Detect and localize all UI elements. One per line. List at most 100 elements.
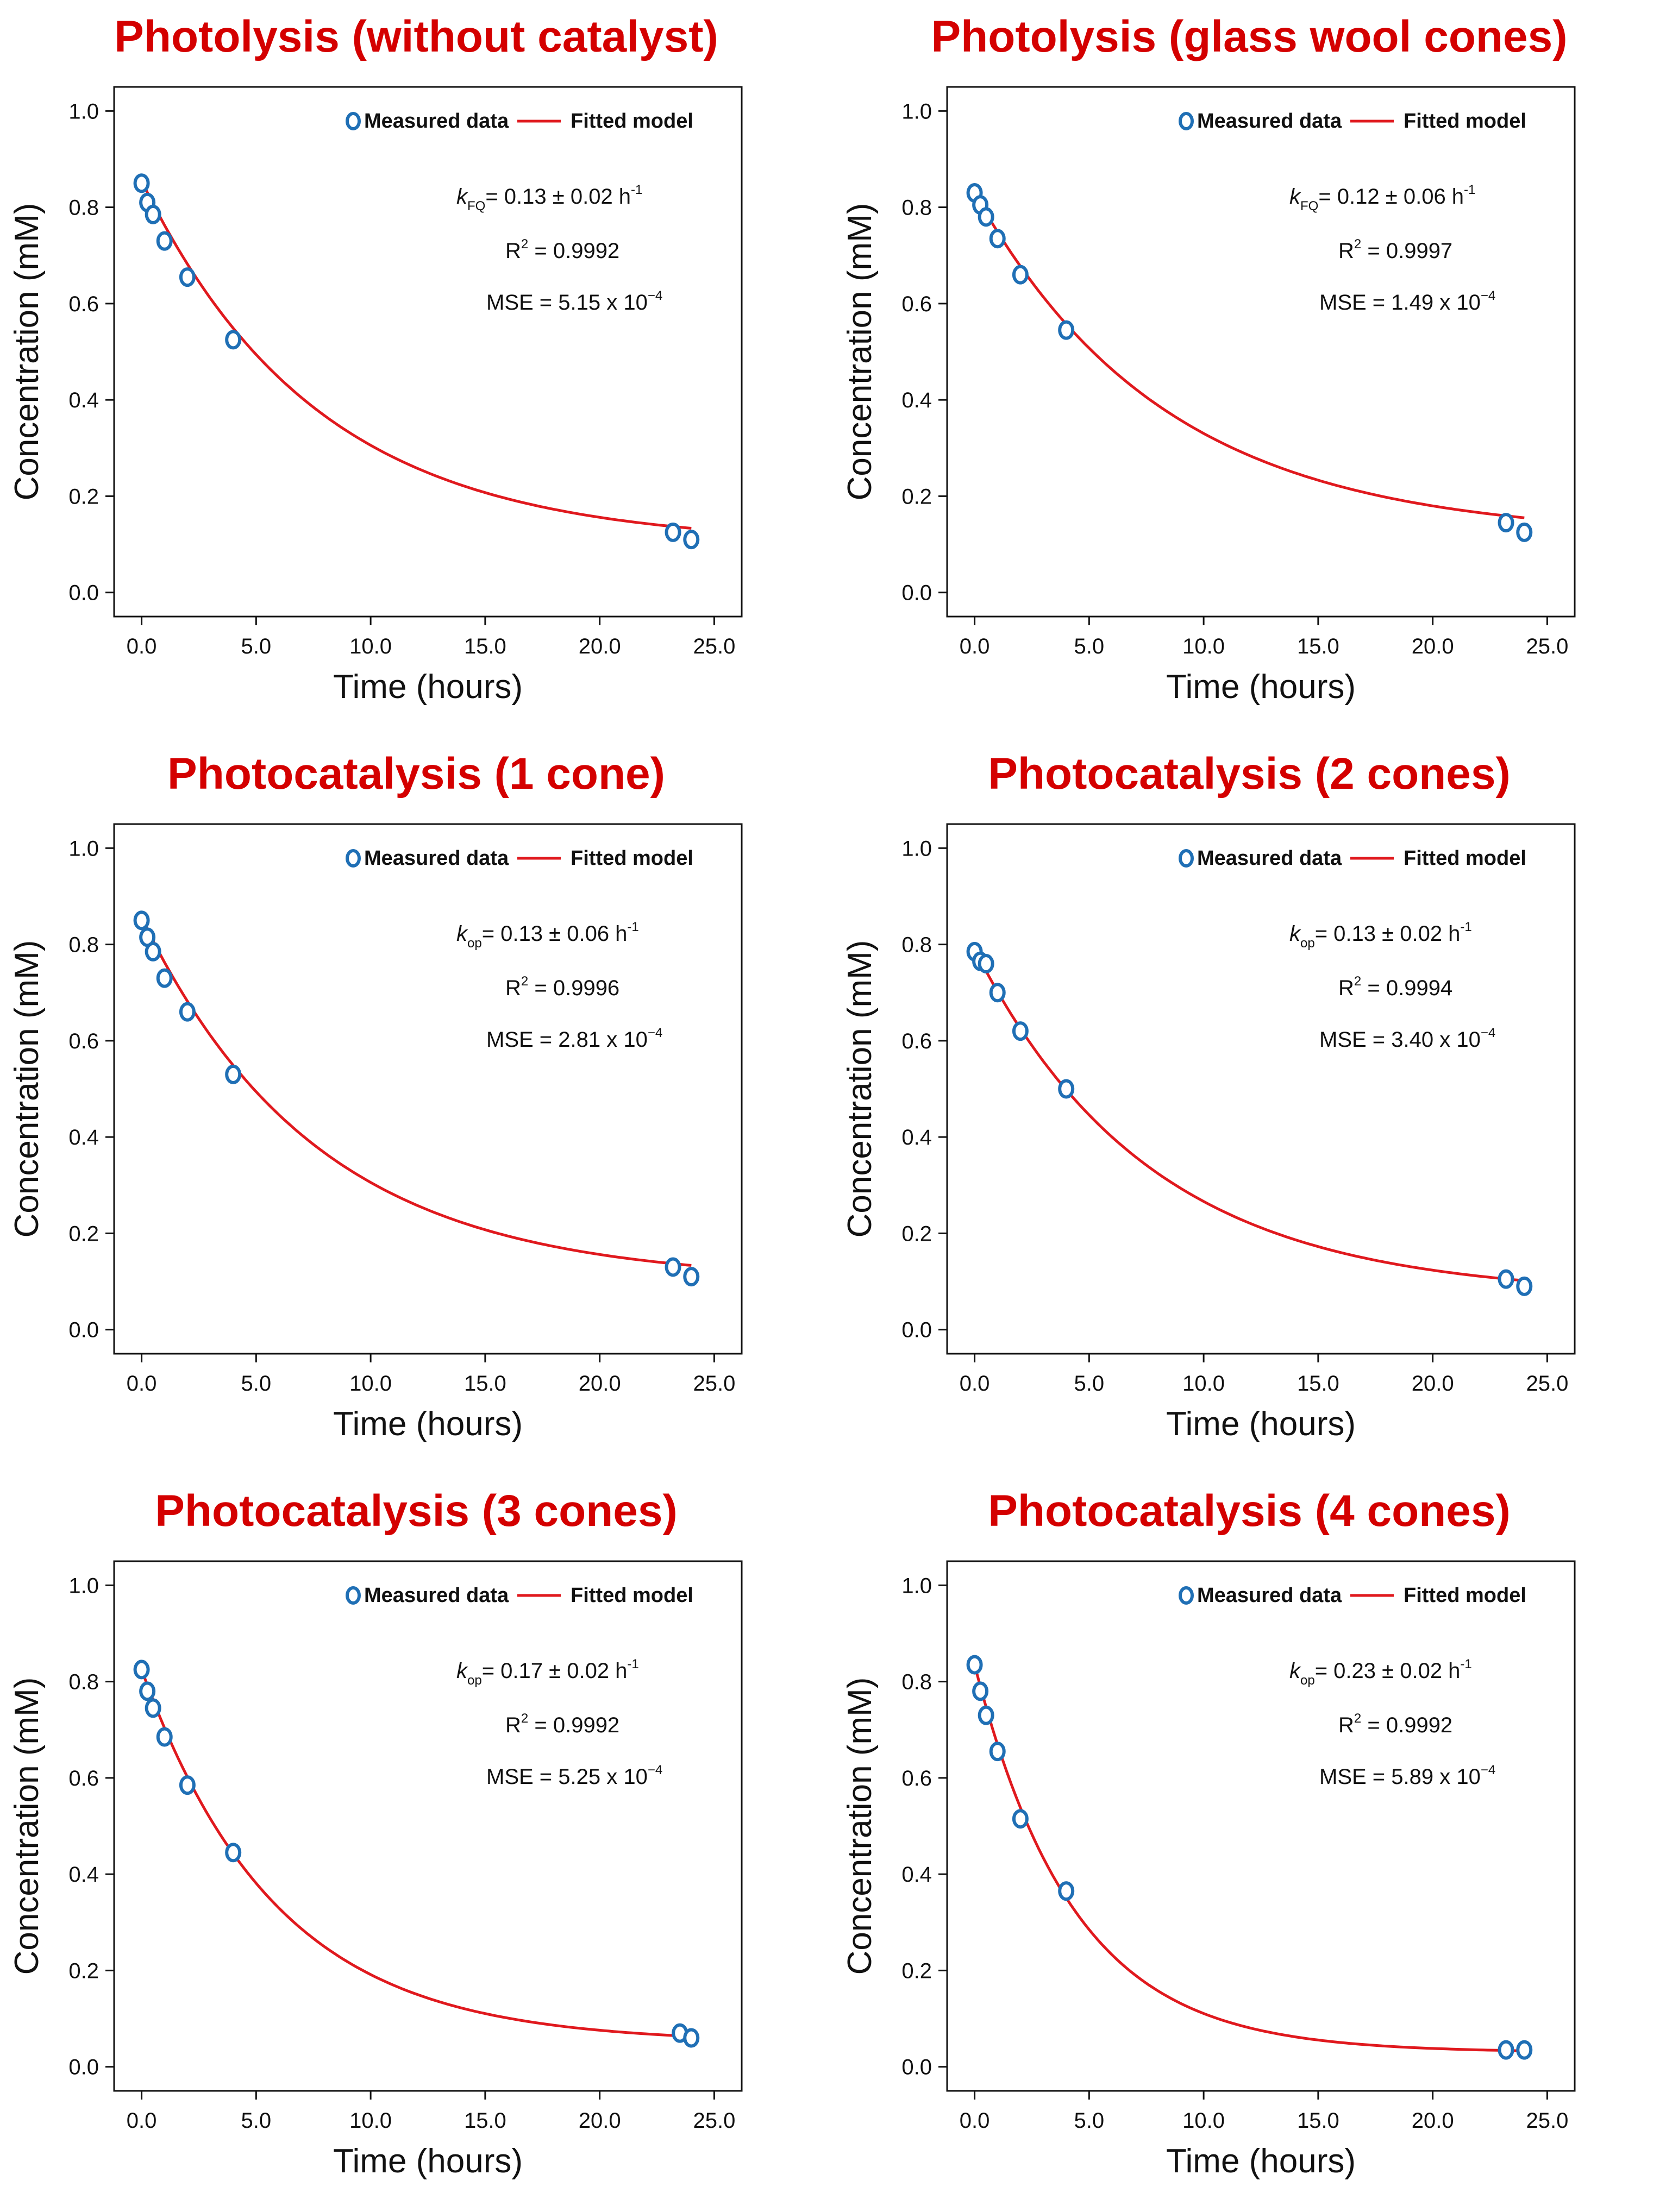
x-axis-title: Time (hours) <box>333 668 523 706</box>
x-tick-label: 5.0 <box>241 2109 272 2133</box>
data-point <box>1498 2040 1514 2060</box>
rate-constant: kop= 0.17 ± 0.02 h-1 <box>456 1657 639 1688</box>
data-point <box>179 267 196 287</box>
y-tick-label: 0.6 <box>901 292 932 316</box>
mse-value: MSE = 1.49 x 10 <box>1319 291 1481 315</box>
data-point <box>1516 2040 1533 2060</box>
data-point <box>145 941 161 962</box>
data-point <box>665 1257 681 1277</box>
x-tick-label: 20.0 <box>579 1372 621 1396</box>
chart-svg: Photocatalysis (2 cones)0.0 5.0 10.0 15.0 20… <box>841 749 1576 1443</box>
y-tick-label: 1.0 <box>68 1574 99 1598</box>
y-tick-label: 1.0 <box>901 1574 932 1598</box>
r-squared: R2 = 0.9997 <box>1338 237 1452 263</box>
rate-constant: kFQ= 0.13 ± 0.02 h-1 <box>456 183 642 213</box>
x-tick-label: 10.0 <box>349 2109 392 2133</box>
x-tick-label: 25.0 <box>1526 2109 1568 2133</box>
x-axis-title: Time (hours) <box>333 1405 523 1443</box>
mse-value: MSE = 5.15 x 10 <box>486 291 648 315</box>
chart-panel: Photocatalysis (4 cones) 0.0 5.0 10.0 15.0 20… <box>833 1474 1666 2211</box>
mse-exponent: −4 <box>648 1763 662 1777</box>
data-point <box>1012 265 1029 285</box>
chart-title: Photocatalysis (3 cones) <box>155 1486 678 1536</box>
data-point <box>1498 1269 1514 1289</box>
y-tick-label: 0.4 <box>68 1863 99 1887</box>
data-point <box>225 1064 242 1084</box>
y-tick-label: 0.8 <box>901 1670 932 1694</box>
chart-panel: Photocatalysis (1 cone) 0.0 5.0 10.0 15.0 20.… <box>0 737 833 1474</box>
r2-exponent: 2 <box>521 974 528 989</box>
k-subscript: op <box>1300 936 1315 951</box>
x-tick-label: 0.0 <box>960 634 990 658</box>
x-tick-label: 10.0 <box>1182 634 1225 658</box>
data-point <box>966 1655 983 1675</box>
k-value: = 0.17 ± 0.02 h <box>482 1659 628 1683</box>
legend-marker-icon <box>1179 1586 1194 1605</box>
x-tick-label: 20.0 <box>1412 2109 1454 2133</box>
r2-value: = 0.9996 <box>528 976 619 1000</box>
data-point <box>1498 513 1514 533</box>
mse-exponent: −4 <box>1481 1026 1495 1040</box>
data-point <box>1058 1881 1075 1901</box>
y-tick-label: 0.6 <box>68 292 99 316</box>
y-tick-label: 0.4 <box>901 1863 932 1887</box>
r2-value: = 0.9997 <box>1361 239 1452 263</box>
legend-fitted-label: Fitted model <box>1404 847 1526 870</box>
y-tick-label: 0.6 <box>901 1767 932 1790</box>
r2-exponent: 2 <box>1354 1711 1361 1726</box>
data-point <box>133 1660 150 1680</box>
y-tick-label: 0.4 <box>901 388 932 412</box>
r-squared: R2 = 0.9992 <box>1338 1711 1452 1737</box>
data-point <box>179 1775 196 1795</box>
chart-panel: Photolysis (glass wool cones) 0.0 5.0 10.0 1… <box>833 0 1666 737</box>
data-point <box>1516 522 1533 542</box>
x-tick-label: 0.0 <box>960 2109 990 2133</box>
x-tick-label: 15.0 <box>1297 1372 1339 1396</box>
y-axis-title: Concentration (mM) <box>841 940 879 1238</box>
y-tick-label: 0.0 <box>901 581 932 605</box>
y-tick-label: 0.4 <box>901 1126 932 1149</box>
k-subscript: op <box>1300 1673 1315 1688</box>
mse: MSE = 2.81 x 10−4 <box>486 1026 662 1052</box>
y-tick-label: 0.2 <box>68 1959 99 1983</box>
mse-value: MSE = 2.81 x 10 <box>486 1028 648 1052</box>
chart-svg: Photocatalysis (4 cones)0.0 5.0 10.0 15.0 20… <box>841 1486 1576 2180</box>
legend-marker-icon <box>346 112 361 130</box>
y-tick-label: 0.2 <box>901 485 932 508</box>
y-tick-label: 0.0 <box>68 581 99 605</box>
data-point <box>989 229 1006 249</box>
data-point <box>145 204 161 224</box>
y-tick-label: 0.4 <box>68 1126 99 1149</box>
rate-constant: kFQ= 0.12 ± 0.06 h-1 <box>1289 183 1475 213</box>
x-tick-label: 5.0 <box>1074 2109 1105 2133</box>
k-unit-exponent: -1 <box>631 183 642 197</box>
y-axis-title: Concentration (mM) <box>841 1677 879 1975</box>
legend-measured-label: Measured data <box>364 847 509 870</box>
x-tick-label: 10.0 <box>1182 2109 1225 2133</box>
chart-title: Photolysis (without catalyst) <box>114 12 718 61</box>
data-point <box>972 1681 989 1701</box>
chart-panel: Photolysis (without catalyst) 0.0 5.0 10.0 1… <box>0 0 833 737</box>
r-squared: R2 = 0.9994 <box>1338 974 1452 1000</box>
data-point <box>1012 1809 1029 1829</box>
r2-value: = 0.9992 <box>1361 1713 1452 1737</box>
x-tick-label: 25.0 <box>693 2109 735 2133</box>
y-tick-label: 0.4 <box>68 388 99 412</box>
legend-measured-label: Measured data <box>364 110 509 133</box>
k-subscript: FQ <box>1300 199 1318 213</box>
k-value: = 0.23 ± 0.02 h <box>1315 1659 1461 1683</box>
r2-prefix: R <box>505 239 521 263</box>
x-tick-label: 20.0 <box>1412 634 1454 658</box>
k-symbol: k <box>456 1659 468 1683</box>
k-value: = 0.13 ± 0.06 h <box>482 922 628 946</box>
mse-exponent: −4 <box>648 1026 662 1040</box>
k-value: = 0.13 ± 0.02 h <box>485 185 631 209</box>
data-point <box>156 968 173 988</box>
y-tick-label: 1.0 <box>68 837 99 860</box>
r2-prefix: R <box>1338 1713 1354 1737</box>
rate-constant: kop= 0.13 ± 0.06 h-1 <box>456 920 639 951</box>
fitted-curve <box>140 180 692 530</box>
y-tick-label: 0.2 <box>68 485 99 508</box>
data-point <box>683 1267 700 1287</box>
x-tick-label: 25.0 <box>693 634 735 658</box>
